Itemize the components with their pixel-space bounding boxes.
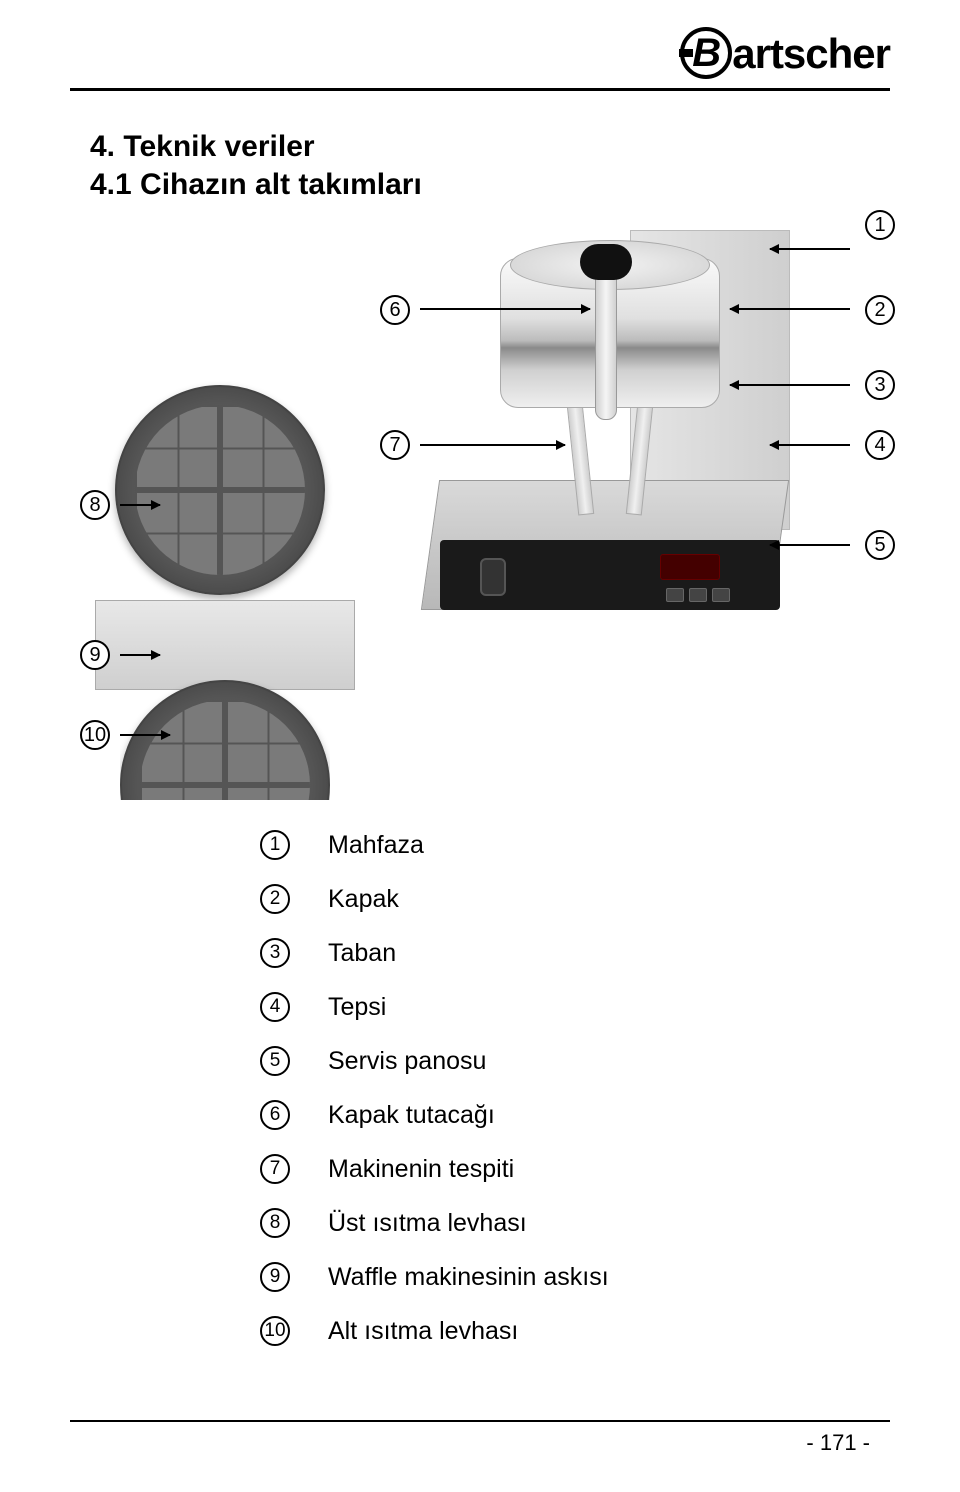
callout-6: 6	[380, 295, 410, 325]
part-number: 7	[260, 1154, 290, 1184]
arrow-5	[770, 544, 850, 546]
callout-9: 9	[80, 640, 110, 670]
part-number: 10	[260, 1316, 290, 1346]
callout-8: 8	[80, 490, 110, 520]
arrow-6	[420, 308, 590, 310]
diagram: 1 2 3 4 5 6 7 8 9 10	[70, 200, 890, 750]
part-label: Alt ısıtma levhası	[328, 1317, 518, 1346]
part-label: Kapak	[328, 885, 399, 914]
upper-heating-plate	[115, 385, 325, 595]
part-label: Servis panosu	[328, 1047, 486, 1076]
hinge-base	[95, 600, 355, 690]
power-switch	[480, 558, 506, 596]
page: Bartscher 4. Teknik veriler 4.1 Cihazın …	[0, 0, 960, 1492]
lid-handle-grip	[580, 244, 632, 280]
control-buttons	[666, 588, 730, 602]
part-label: Kapak tutacağı	[328, 1101, 495, 1130]
page-number: - 171 -	[806, 1430, 870, 1456]
arrow-3	[730, 384, 850, 386]
lower-heating-plate	[120, 680, 330, 800]
list-item: 8 Üst ısıtma levhası	[260, 1208, 609, 1238]
part-label: Waffle makinesinin askısı	[328, 1263, 609, 1292]
list-item: 5 Servis panosu	[260, 1046, 609, 1076]
parts-list: 1 Mahfaza 2 Kapak 3 Taban 4 Tepsi 5 Serv…	[260, 830, 609, 1370]
callout-4: 4	[865, 430, 895, 460]
part-number: 2	[260, 884, 290, 914]
list-item: 9 Waffle makinesinin askısı	[260, 1262, 609, 1292]
list-item: 2 Kapak	[260, 884, 609, 914]
waffle-grid	[135, 405, 305, 575]
callout-3: 3	[865, 370, 895, 400]
plate-outer	[115, 385, 325, 595]
part-number: 6	[260, 1100, 290, 1130]
arrow-8	[120, 504, 160, 506]
part-number: 4	[260, 992, 290, 1022]
brand-logo: Bartscher	[680, 30, 890, 83]
subsection-heading: 4.1 Cihazın alt takımları	[90, 168, 422, 202]
part-number: 1	[260, 830, 290, 860]
callout-7: 7	[380, 430, 410, 460]
arrow-4	[770, 444, 850, 446]
part-label: Taban	[328, 939, 396, 968]
list-item: 7 Makinenin tespiti	[260, 1154, 609, 1184]
part-label: Üst ısıtma levhası	[328, 1209, 527, 1238]
arrow-10	[120, 734, 170, 736]
arrow-7	[420, 444, 565, 446]
part-number: 8	[260, 1208, 290, 1238]
control-panel	[440, 540, 780, 610]
header-rule	[70, 88, 890, 91]
list-item: 3 Taban	[260, 938, 609, 968]
section-heading: 4. Teknik veriler	[90, 130, 422, 164]
arrow-2	[730, 308, 850, 310]
lid-handle-arm	[595, 260, 617, 420]
callout-5: 5	[865, 530, 895, 560]
part-label: Tepsi	[328, 993, 386, 1022]
list-item: 4 Tepsi	[260, 992, 609, 1022]
callout-2: 2	[865, 295, 895, 325]
callout-10: 10	[80, 720, 110, 750]
list-item: 6 Kapak tutacağı	[260, 1100, 609, 1130]
arrow-1	[770, 248, 850, 250]
part-number: 9	[260, 1262, 290, 1292]
list-item: 10 Alt ısıtma levhası	[260, 1316, 609, 1346]
part-label: Makinenin tespiti	[328, 1155, 514, 1184]
part-number: 5	[260, 1046, 290, 1076]
callout-1: 1	[865, 210, 895, 240]
brand-initial: B	[680, 27, 732, 79]
list-item: 1 Mahfaza	[260, 830, 609, 860]
waffle-maker	[400, 220, 800, 620]
digital-display	[660, 554, 720, 580]
part-number: 3	[260, 938, 290, 968]
headings: 4. Teknik veriler 4.1 Cihazın alt takıml…	[90, 130, 422, 202]
arrow-9	[120, 654, 160, 656]
brand-text: artscher	[732, 30, 890, 77]
footer-rule	[70, 1420, 890, 1422]
part-label: Mahfaza	[328, 831, 424, 860]
